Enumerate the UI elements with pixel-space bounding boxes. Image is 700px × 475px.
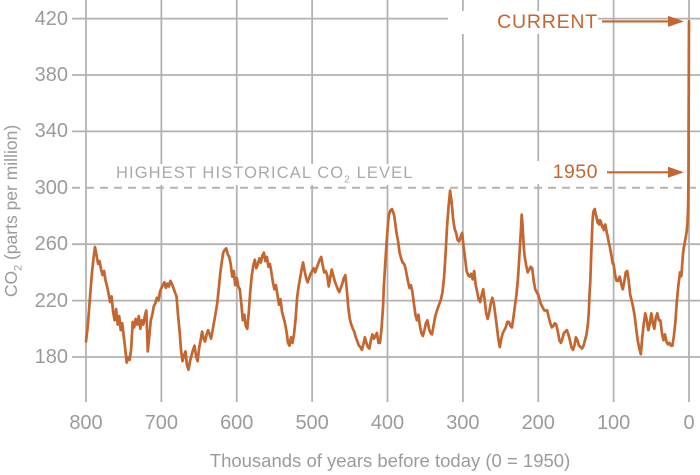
x-tick-label-600: 600 bbox=[220, 412, 254, 434]
highest-label-text: HIGHEST HISTORICAL CO bbox=[116, 164, 345, 182]
x-tick-label-500: 500 bbox=[295, 412, 329, 434]
y-tick-label-260: 260 bbox=[34, 233, 68, 256]
year-1950-label: 1950 bbox=[498, 161, 598, 184]
x-tick-label-200: 200 bbox=[521, 412, 555, 434]
highest-label-suffix: LEVEL bbox=[350, 164, 414, 182]
current-arrow-head bbox=[668, 15, 684, 27]
x-tick-label-300: 300 bbox=[446, 412, 480, 434]
highest-historical-co2-label: HIGHEST HISTORICAL CO2 LEVEL bbox=[113, 164, 417, 186]
x-tick-label-800: 800 bbox=[69, 412, 103, 434]
y-tick-label-220: 220 bbox=[34, 289, 68, 312]
x-tick-label-0: 0 bbox=[683, 412, 695, 434]
x-tick-label-400: 400 bbox=[370, 412, 405, 434]
y-tick-label-340: 340 bbox=[34, 120, 68, 143]
y-tick-label-300: 300 bbox=[34, 176, 68, 199]
highest-label-subscript: 2 bbox=[344, 174, 351, 186]
x-axis-title: Thousands of years before today (0 = 195… bbox=[209, 450, 571, 471]
co2-data-line bbox=[84, 20, 691, 372]
y-axis-title: CO2 (parts per million) bbox=[1, 51, 25, 371]
x-tick-label-700: 700 bbox=[144, 412, 179, 434]
y-tick-label-420: 420 bbox=[34, 7, 68, 30]
y-tick-label-380: 380 bbox=[34, 64, 68, 86]
x-tick-label-100: 100 bbox=[596, 412, 631, 434]
y-tick-label-180: 180 bbox=[34, 346, 68, 368]
current-level-label: CURRENT bbox=[448, 11, 598, 34]
y-axis-title-subscript: 2 bbox=[12, 264, 25, 271]
arrow-1950-head bbox=[668, 166, 684, 178]
